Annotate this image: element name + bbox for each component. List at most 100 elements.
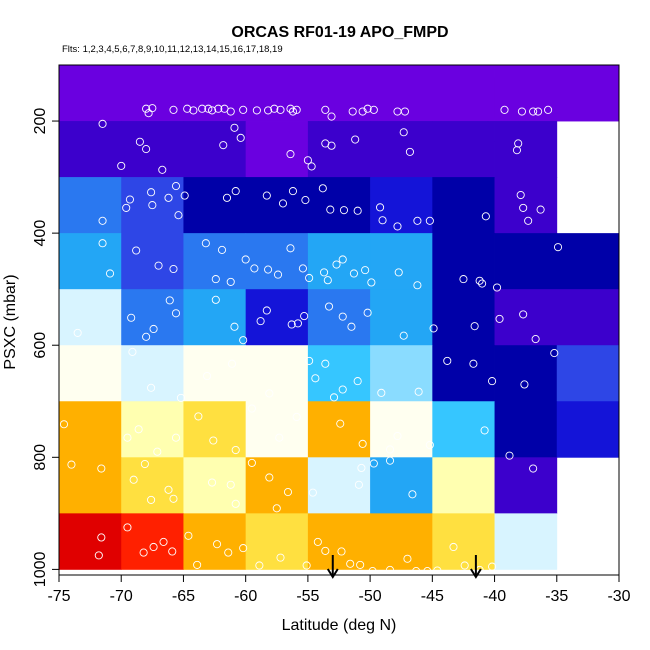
sample-point [222,193,232,202]
x-tick-label: -30 [607,588,630,605]
sample-point [239,336,248,345]
y-axis-label: PSXC (mbar) [2,274,19,369]
sample-point [117,161,126,170]
sample-point [142,145,151,154]
heatmap-cell [432,289,495,346]
chart-title: ORCAS RF01-19 APO_FMPD [231,24,448,41]
sample-point [183,104,192,113]
sample-point [252,106,261,115]
sample-point [208,106,217,115]
sample-point [209,436,218,445]
heatmap-cell [121,289,184,346]
heatmap-cell [432,401,495,458]
sample-point [323,276,332,285]
sample-point [247,404,256,413]
sample-point [307,162,316,171]
sample-point [393,431,402,441]
sample-point [292,412,301,422]
sample-point [524,216,533,225]
heatmap-cell [494,233,558,290]
sample-point [313,537,322,546]
sample-point [241,255,250,264]
sample-point [275,433,284,442]
sample-point [123,523,132,532]
x-tick-label: -40 [483,588,506,605]
sample-point [394,268,403,277]
sample-point [198,104,207,113]
sample-point [264,265,273,274]
sample-point [529,464,538,473]
sample-point [204,104,213,113]
sample-point [385,565,395,575]
sample-point [98,216,107,225]
sample-point [217,245,227,254]
sample-point [478,279,487,288]
heatmap-cell [307,457,371,514]
heatmap-cell [245,457,309,514]
heatmap-cell [59,65,122,122]
sample-point [288,187,298,196]
sample-point [443,356,452,365]
sample-point [385,445,395,454]
sample-point [98,119,107,128]
sample-point [286,104,295,113]
sample-point [358,107,367,116]
sample-point [247,458,256,467]
heatmap-cell [494,345,558,402]
sample-point [176,393,186,402]
sample-point [399,128,408,137]
sample-point [230,123,239,132]
sample-point [470,322,479,331]
sample-point [361,266,370,275]
sample-point [184,531,193,540]
sample-point [385,456,395,465]
heatmap-cell [432,513,495,570]
sample-point [353,206,362,215]
x-axis-label: Latitude (deg N) [282,617,397,634]
sample-point [488,377,497,386]
sample-point [377,388,386,397]
heatmap-cell [307,177,371,234]
heatmap-cell [432,457,495,514]
sample-point [272,504,281,513]
heatmap-cell [556,401,620,458]
sample-point [293,319,302,328]
sample-point [264,106,273,115]
sample-point [480,426,489,435]
sample-point [393,222,402,231]
sample-point [327,112,336,121]
heatmap-cell [556,65,620,122]
sample-point [94,551,103,560]
sample-point [336,419,345,428]
sample-point [517,107,526,116]
sample-point [256,317,265,326]
sample-point [135,137,144,146]
sample-point [265,389,274,398]
sample-point [311,374,320,383]
y-tick-label: 1000 [32,551,49,587]
sample-point [353,377,362,386]
sample-point [276,105,285,114]
heatmap-cell [432,233,495,290]
heatmap-cell [307,401,371,458]
heatmap-cell [121,121,184,178]
heatmap-cell [245,345,309,402]
sample-point [399,331,408,340]
sample-point [356,560,365,569]
sample-point [211,295,220,304]
sample-point [147,188,156,197]
x-tick-label: -55 [296,588,319,605]
heatmap-cell [307,121,371,178]
sample-point [544,105,553,114]
sample-point [224,548,233,557]
y-tick-label: 800 [32,444,49,471]
sample-point [378,216,387,225]
sample-point [171,182,181,191]
sample-point [171,433,181,442]
sample-point [194,412,203,421]
heatmap-cell [556,289,620,346]
sample-point [413,281,422,290]
sample-point [327,141,336,150]
